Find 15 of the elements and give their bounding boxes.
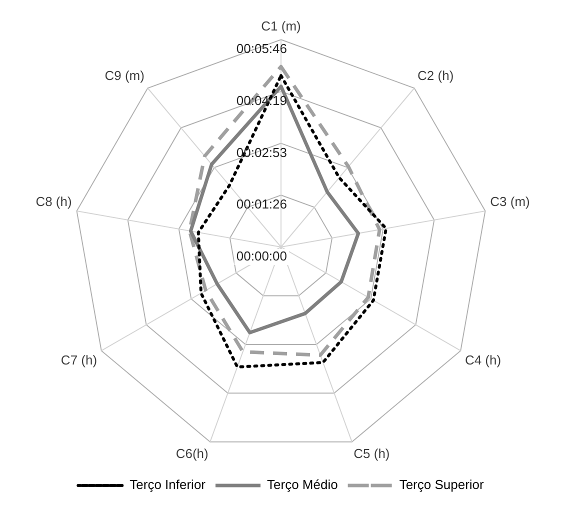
legend-label: Terço Inferior xyxy=(130,477,206,492)
y-tick-label: 00:01:26 xyxy=(236,196,287,212)
spoke-label: C9 (m) xyxy=(104,68,144,84)
spoke-label: C3 (m) xyxy=(490,194,530,209)
spoke-label: C5 (h) xyxy=(354,446,390,461)
spoke-label: C8 (h) xyxy=(36,194,72,209)
y-tick-label: 00:05:46 xyxy=(236,41,287,56)
legend-label: Terço Médio xyxy=(267,477,338,492)
spoke-label: C6(h) xyxy=(176,446,208,461)
legend-label: Terço Superior xyxy=(399,477,485,492)
spoke-label: C7 (h) xyxy=(60,352,98,368)
spoke-label: C2 (h) xyxy=(418,68,454,84)
y-tick-label: 00:00:00 xyxy=(236,248,287,264)
spoke-label: C1 (m) xyxy=(261,18,301,34)
spoke-label: C4 (h) xyxy=(464,352,502,368)
